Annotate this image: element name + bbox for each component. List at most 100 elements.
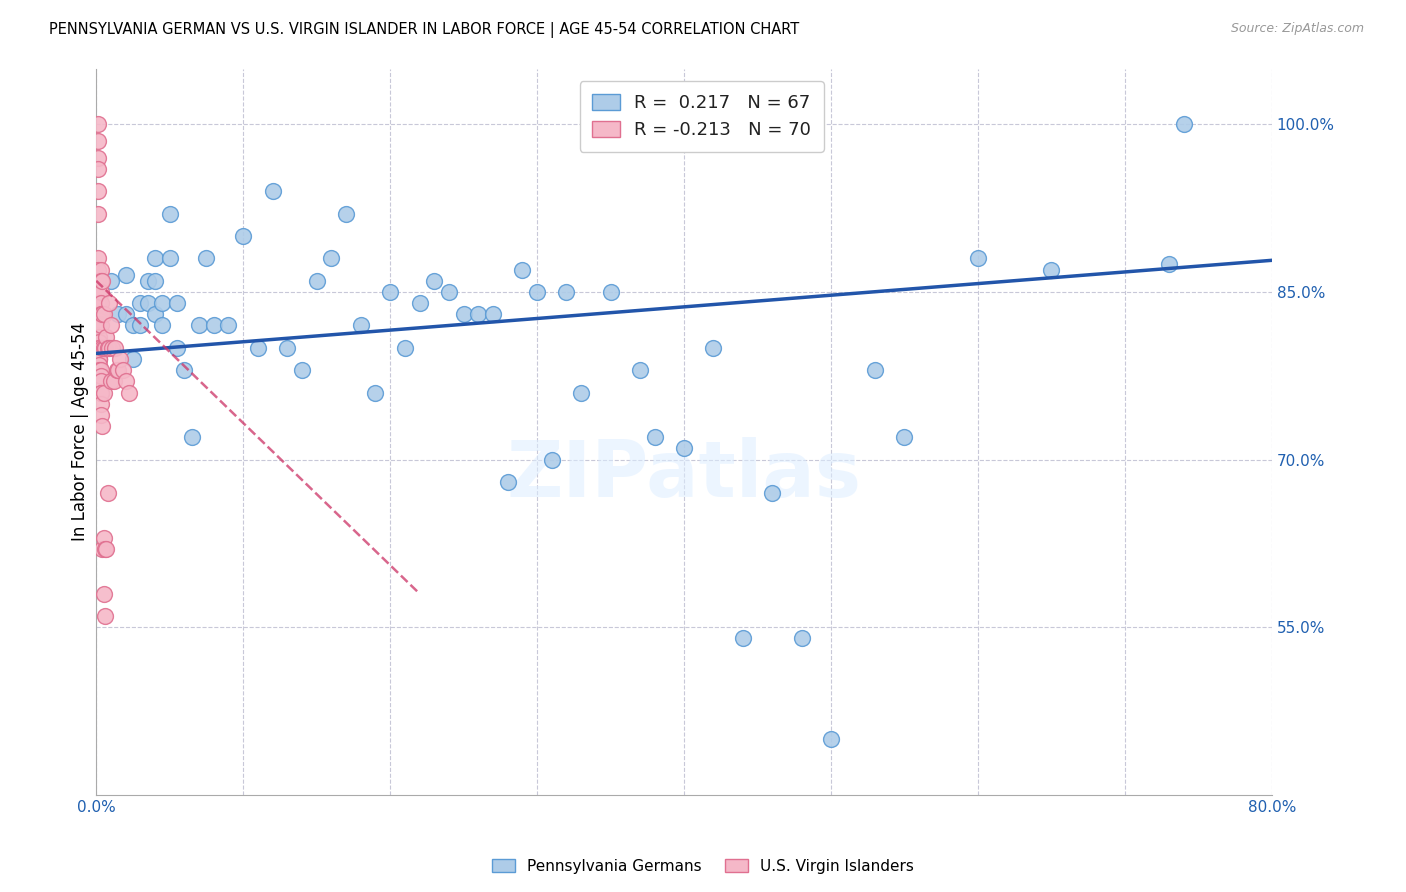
Point: [1157, 257, 1180, 271]
Point: [335, 207, 357, 221]
Point: [114, 375, 136, 389]
Point: [89, 318, 111, 333]
Point: [195, 252, 218, 266]
Point: [90, 368, 112, 383]
Point: [89, 351, 111, 366]
Point: [89, 285, 111, 299]
Point: [1040, 262, 1063, 277]
Text: PENNSYLVANIA GERMAN VS U.S. VIRGIN ISLANDER IN LABOR FORCE | AGE 45-54 CORRELATI: PENNSYLVANIA GERMAN VS U.S. VIRGIN ISLAN…: [49, 22, 800, 38]
Point: [101, 341, 124, 355]
Point: [86, 285, 108, 299]
Point: [496, 475, 519, 489]
Point: [150, 296, 173, 310]
Point: [173, 363, 195, 377]
Point: [90, 274, 112, 288]
Point: [202, 318, 225, 333]
Point: [94, 341, 117, 355]
Point: [108, 351, 131, 366]
Point: [90, 375, 112, 389]
Point: [94, 541, 117, 556]
Point: [89, 335, 111, 350]
Point: [89, 307, 111, 321]
Point: [114, 268, 136, 283]
Point: [90, 318, 112, 333]
Point: [143, 252, 166, 266]
Point: [188, 318, 211, 333]
Point: [89, 313, 111, 327]
Point: [143, 307, 166, 321]
Point: [90, 296, 112, 310]
Point: [89, 341, 111, 355]
Point: [159, 252, 181, 266]
Point: [232, 229, 254, 244]
Point: [91, 419, 114, 434]
Point: [150, 318, 173, 333]
Point: [93, 341, 115, 355]
Point: [89, 351, 111, 366]
Point: [599, 285, 621, 299]
Point: [731, 632, 754, 646]
Point: [512, 262, 534, 277]
Point: [117, 385, 139, 400]
Point: [86, 117, 108, 131]
Point: [122, 351, 145, 366]
Point: [90, 397, 112, 411]
Point: [86, 262, 108, 277]
Point: [350, 318, 373, 333]
Point: [105, 363, 128, 377]
Point: [408, 296, 430, 310]
Point: [100, 318, 122, 333]
Point: [93, 307, 115, 321]
Point: [100, 274, 122, 288]
Point: [90, 363, 112, 377]
Y-axis label: In Labor Force | Age 45-54: In Labor Force | Age 45-54: [72, 322, 89, 541]
Point: [90, 408, 112, 422]
Point: [91, 541, 114, 556]
Point: [180, 430, 202, 444]
Point: [86, 207, 108, 221]
Point: [569, 385, 592, 400]
Point: [321, 252, 343, 266]
Point: [136, 296, 159, 310]
Point: [262, 185, 284, 199]
Point: [89, 358, 111, 372]
Point: [98, 296, 121, 310]
Point: [111, 363, 134, 377]
Point: [89, 296, 111, 310]
Point: [104, 341, 127, 355]
Point: [86, 162, 108, 177]
Point: [276, 341, 298, 355]
Point: [246, 341, 269, 355]
Point: [97, 486, 120, 500]
Point: [453, 307, 475, 321]
Point: [540, 452, 562, 467]
Point: [90, 307, 112, 321]
Point: [378, 285, 401, 299]
Point: [114, 307, 136, 321]
Point: [166, 341, 188, 355]
Point: [364, 385, 387, 400]
Point: [423, 274, 446, 288]
Point: [100, 375, 122, 389]
Point: [628, 363, 651, 377]
Point: [91, 307, 114, 321]
Point: [89, 329, 111, 343]
Point: [103, 375, 125, 389]
Point: [93, 531, 115, 545]
Point: [159, 207, 181, 221]
Legend: R =  0.217   N = 67, R = -0.213   N = 70: R = 0.217 N = 67, R = -0.213 N = 70: [579, 81, 824, 152]
Point: [166, 296, 188, 310]
Point: [893, 430, 915, 444]
Point: [1364, 117, 1386, 131]
Point: [644, 430, 666, 444]
Point: [89, 363, 111, 377]
Point: [863, 363, 886, 377]
Point: [86, 296, 108, 310]
Point: [98, 341, 121, 355]
Point: [555, 285, 578, 299]
Point: [91, 274, 114, 288]
Point: [89, 351, 111, 366]
Point: [702, 341, 724, 355]
Point: [90, 262, 112, 277]
Point: [305, 274, 328, 288]
